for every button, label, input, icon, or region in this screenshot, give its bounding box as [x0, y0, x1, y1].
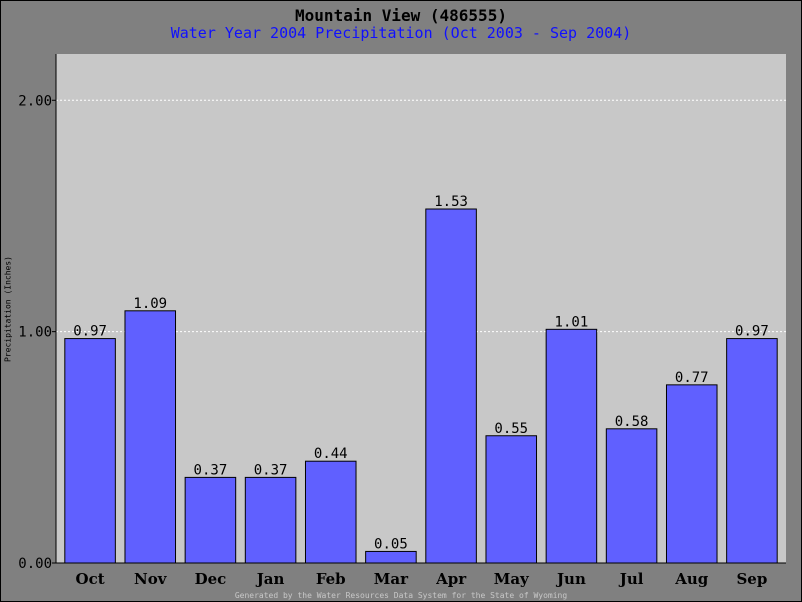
- x-tick-label: May: [494, 570, 530, 588]
- value-label: 0.44: [314, 446, 348, 462]
- bar-sep: [726, 338, 778, 564]
- bar-apr: [425, 208, 477, 564]
- bar-oct: [64, 338, 116, 564]
- y-tick-label: 2.00: [18, 93, 52, 109]
- value-label: 0.37: [194, 462, 228, 478]
- chart-title: Mountain View (486555): [295, 6, 507, 25]
- y-tick-label: 1.00: [18, 325, 52, 341]
- plot-area: [56, 54, 786, 563]
- y-tick-label: 0.00: [18, 556, 52, 572]
- footer-credit: Generated by the Water Resources Data Sy…: [234, 591, 568, 600]
- x-tick-label: Jun: [555, 570, 586, 588]
- bar-jul: [605, 428, 658, 564]
- x-tick-label: Sep: [736, 570, 767, 588]
- x-tick-label: Nov: [134, 570, 168, 588]
- value-label: 0.77: [675, 370, 709, 386]
- bar-jan: [244, 476, 297, 564]
- x-tick-label: Mar: [374, 570, 409, 588]
- bar-may: [485, 435, 538, 564]
- x-tick-label: Aug: [674, 570, 709, 588]
- value-label: 0.05: [374, 536, 408, 552]
- bar-feb: [304, 460, 357, 564]
- value-label: 0.97: [735, 324, 769, 340]
- value-label: 0.97: [73, 324, 107, 340]
- value-label: 1.01: [555, 314, 589, 330]
- x-tick-label: Dec: [195, 570, 227, 588]
- value-label: 0.58: [615, 414, 649, 430]
- x-tick-label: Apr: [435, 570, 467, 588]
- x-tick-label: Oct: [76, 570, 105, 588]
- bar-jun: [545, 328, 598, 564]
- bar-dec: [184, 476, 237, 564]
- bar-mar: [365, 550, 417, 564]
- value-label: 1.53: [434, 194, 468, 210]
- x-tick-label: Jan: [255, 570, 285, 588]
- x-tick-label: Jul: [618, 570, 644, 588]
- x-tick-label: Feb: [316, 570, 346, 588]
- value-label: 0.55: [494, 421, 528, 437]
- bar-aug: [665, 384, 718, 564]
- chart-subtitle: Water Year 2004 Precipitation (Oct 2003 …: [170, 24, 632, 42]
- value-label: 1.09: [133, 296, 167, 312]
- bar-nov: [124, 310, 177, 564]
- value-label: 0.37: [254, 462, 288, 478]
